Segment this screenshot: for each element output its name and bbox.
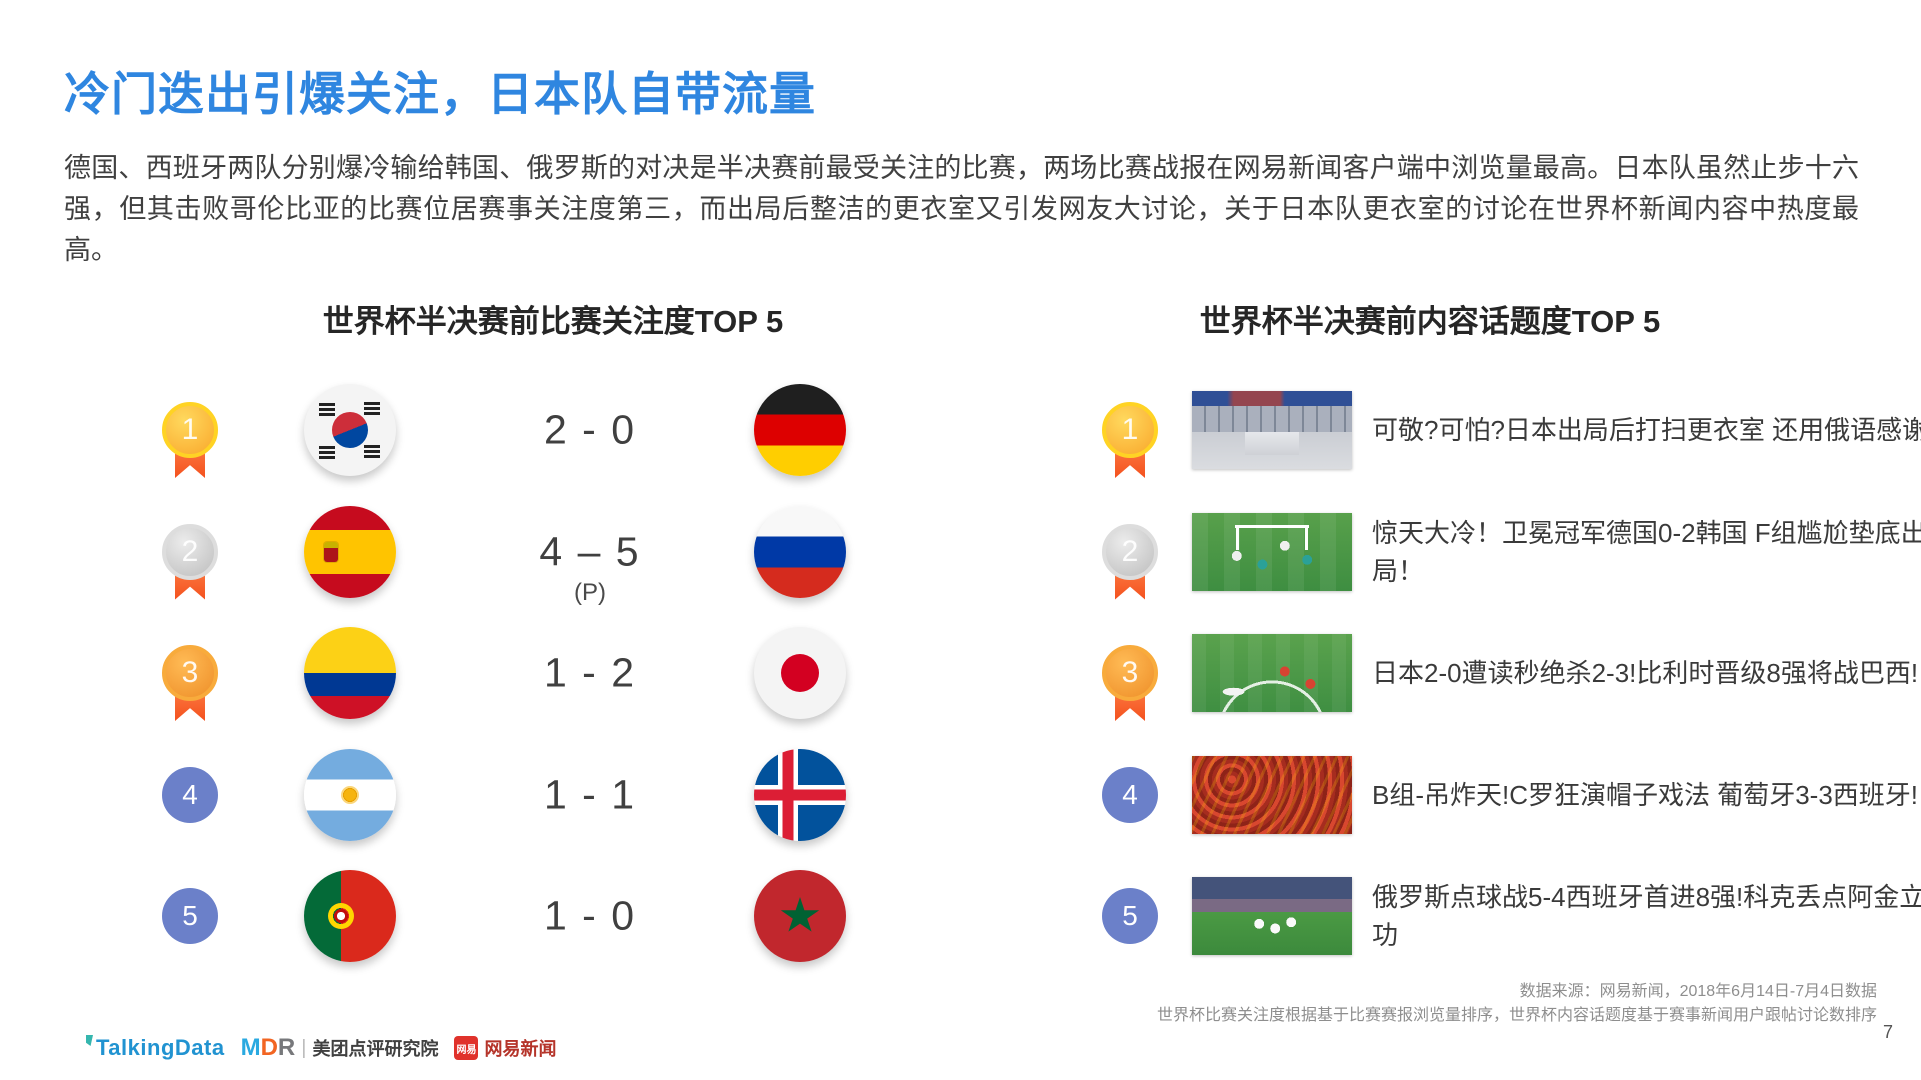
match-attention-title: 世界杯半决赛前比赛关注度TOP 5 [322,304,784,339]
rank-1-medal-icon: 1 [1098,380,1162,480]
match-score: 1 - 1 [543,771,637,817]
netease-logo-text: 网易新闻 [484,1039,557,1059]
rank-4-badge-icon: 4 [158,745,222,845]
news-headline: 惊天大冷！卫冕冠军德国0-2韩国 F组尴尬垫底出局！ [1372,517,1921,586]
news-thumbnail [1192,634,1352,712]
rank-4-badge-icon: 4 [1098,745,1162,845]
rank-number: 5 [162,888,218,944]
mdr-letter-m: M [240,1034,261,1061]
rank-number: 2 [162,523,218,580]
match-score: 1 - 0 [543,892,637,939]
rank-2-medal-icon: 2 [158,502,222,602]
rank-5-badge-icon: 5 [158,866,222,966]
score-block: 1 - 1 [490,745,690,845]
headline-box: 日本2-0遭读秒绝杀2-3!比利时晋级8强将战巴西! [1372,623,1921,723]
news-thumbnail [1192,512,1352,591]
netease-news-logo: 网易 网易新闻 [454,1035,556,1061]
morocco-flag-icon [754,870,846,962]
match-row-5: 5 1 - 0 [130,866,870,966]
news-headline: 俄罗斯点球战5-4西班牙首进8强!科克丢点阿金立功 [1372,882,1921,950]
source-line-2: 世界杯比赛关注度根据基于比赛赛报浏览量排序，世界杯内容话题度基于赛事新闻用户跟帖… [1156,1007,1877,1024]
rank-2-medal-icon: 2 [1098,502,1162,602]
portugal-flag-icon [304,870,396,962]
rank-5-badge-icon: 5 [1098,866,1162,966]
russia-flag-icon [754,505,846,598]
match-row-3: 3 1 - 2 [130,623,870,723]
logo-divider: | [301,1036,307,1059]
match-row-2: 2 4 – 5 (P) [130,502,870,606]
penalty-note: (P) [574,578,606,606]
match-score: 1 - 2 [543,649,637,696]
score-block: 4 – 5 (P) [490,502,690,606]
rank-number: 1 [1102,402,1158,458]
rank-number: 2 [1102,523,1158,580]
news-headline: 日本2-0遭读秒绝杀2-3!比利时晋级8强将战巴西! [1372,658,1919,688]
page-number: 7 [1882,1022,1893,1042]
spain-flag-icon [304,505,396,598]
japan-flag-icon [754,627,846,719]
news-row-3: 3 日本2-0遭读秒绝杀2-3!比利时晋级8强将战巴西! [1090,623,1920,723]
mdr-letter-r: R [277,1034,296,1061]
germany-flag-icon [754,384,846,476]
score-block: 1 - 0 [490,866,690,966]
headline-box: B组-吊炸天!C罗狂演帽子戏法 葡萄牙3-3西班牙! [1372,745,1921,845]
page-title: 冷门迭出引爆关注，日本队自带流量 [64,68,816,120]
talkingdata-logo: TalkingData [86,1035,225,1061]
talkingdata-logo-text: TalkingData [96,1035,225,1060]
intro-paragraph: 德国、西班牙两队分别爆冷输给韩国、俄罗斯的对决是半决赛前最受关注的比赛，两场比赛… [64,153,1859,265]
headline-box: 可敬?可怕?日本出局后打扫更衣室 还用俄语感谢 [1372,380,1921,480]
data-source-note: 数据来源：网易新闻，2018年6月14日-7月4日数据 世界杯比赛关注度根据基于… [1157,980,1877,1028]
match-row-1: 1 2 - 0 [130,380,870,480]
rank-number: 5 [1102,888,1158,944]
news-headline: B组-吊炸天!C罗狂演帽子戏法 葡萄牙3-3西班牙! [1372,779,1919,810]
rank-number: 3 [1102,645,1158,701]
rank-number: 3 [162,645,218,701]
news-row-2: 2 惊天大冷！卫冕冠军德国0-2韩国 F组尴尬垫底出局！ [1090,502,1921,602]
content-topics-title: 世界杯半决赛前内容话题度TOP 5 [1199,304,1661,339]
news-headline: 可敬?可怕?日本出局后打扫更衣室 还用俄语感谢 [1372,415,1921,445]
headline-box: 俄罗斯点球战5-4西班牙首进8强!科克丢点阿金立功 [1372,866,1921,966]
rank-number: 4 [1102,766,1158,823]
rank-number: 1 [162,402,218,458]
match-score: 4 – 5 [539,528,641,574]
mdr-letter-d: D [260,1034,278,1061]
rank-number: 4 [162,766,218,823]
match-score: 2 - 0 [543,406,637,453]
news-thumbnail [1192,755,1352,834]
source-line-1: 数据来源：网易新闻，2018年6月14日-7月4日数据 [1519,983,1877,1000]
iceland-flag-icon [754,748,846,841]
rank-3-medal-icon: 3 [158,623,222,723]
score-block: 2 - 0 [490,380,690,480]
news-row-4: 4 B组-吊炸天!C罗狂演帽子戏法 葡萄牙3-3西班牙! [1090,745,1920,845]
news-row-5: 5 俄罗斯点球战5-4西班牙首进8强!科克丢点阿金立功 [1090,866,1921,966]
score-block: 1 - 2 [490,623,690,723]
argentina-flag-icon [304,748,396,841]
news-row-1: 1 可敬?可怕?日本出局后打扫更衣室 还用俄语感谢 [1090,380,1921,480]
colombia-flag-icon [304,627,396,719]
news-thumbnail [1192,877,1352,955]
south-korea-flag-icon [304,384,396,476]
talkingdata-tick-icon [86,1035,93,1046]
mdr-logo-text: 美团点评研究院 [312,1039,439,1059]
netease-badge-icon: 网易 [454,1036,479,1060]
rank-1-medal-icon: 1 [158,380,222,480]
headline-box: 惊天大冷！卫冕冠军德国0-2韩国 F组尴尬垫底出局！ [1372,502,1921,602]
match-row-4: 4 1 - 1 [130,745,870,845]
rank-3-medal-icon: 3 [1098,623,1162,723]
news-thumbnail [1192,391,1352,469]
